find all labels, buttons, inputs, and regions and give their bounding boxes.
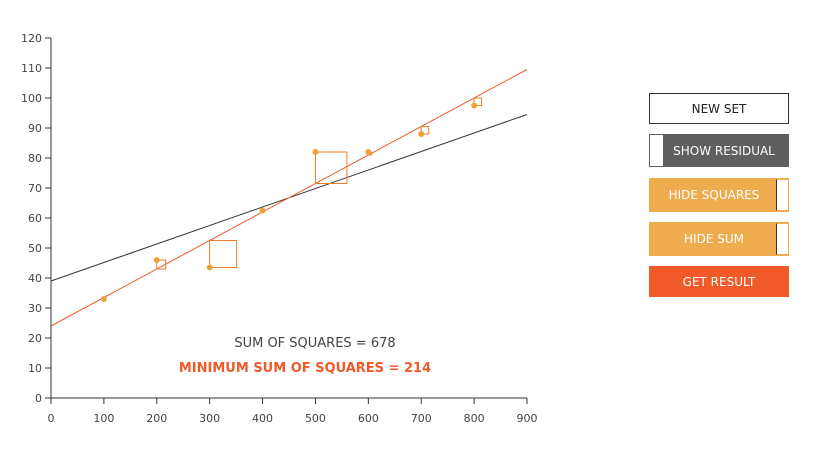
new-set-button[interactable]: NEW SET (649, 93, 789, 124)
y-tick-label: 80 (28, 152, 42, 165)
y-tick-label: 50 (28, 242, 42, 255)
data-point (259, 207, 266, 214)
residual-square (314, 151, 348, 184)
show-residual-button[interactable]: SHOW RESIDUAL (649, 134, 789, 167)
x-tick-label: 200 (146, 412, 167, 425)
minimum-sum-of-squares-label: MINIMUM SUM OF SQUARES = 214 (179, 361, 431, 376)
residual-squares-layer (103, 97, 483, 300)
residual-toggle-checkbox[interactable] (650, 135, 664, 166)
hide-squares-button[interactable]: HIDE SQUARES (649, 178, 789, 212)
hide-squares-label: HIDE SQUARES (668, 188, 760, 202)
get-result-button[interactable]: GET RESULT (649, 266, 789, 297)
new-set-label: NEW SET (691, 101, 747, 116)
data-point (471, 102, 478, 109)
get-result-label: GET RESULT (682, 274, 756, 289)
y-tick-label: 110 (21, 62, 42, 75)
y-tick-label: 100 (21, 92, 42, 105)
y-tick-label: 10 (28, 362, 42, 375)
fit-lines-layer (50, 69, 528, 327)
x-tick-label: 300 (199, 412, 220, 425)
best-fit-line (50, 69, 528, 327)
x-tick-label: 600 (358, 412, 379, 425)
residual-square (473, 97, 483, 106)
y-tick-label: 30 (28, 302, 42, 315)
data-point (418, 131, 425, 137)
data-point (153, 257, 160, 263)
y-tick-label: 60 (28, 212, 42, 225)
x-tick-label: 0 (48, 412, 55, 425)
y-tick-label: 90 (28, 122, 42, 135)
data-points-layer (100, 102, 478, 302)
data-point (206, 264, 213, 271)
axes-layer: 0 10 20 30 40 50 60 70 80 90 100 110 120 0 100 200 300 40… (21, 32, 538, 425)
y-tick-label: 0 (35, 392, 42, 405)
y-tick-label: 120 (21, 32, 42, 45)
residual-square (420, 126, 430, 135)
squares-toggle-checkbox[interactable] (776, 179, 788, 211)
x-tick-label: 500 (305, 412, 326, 425)
data-point (312, 149, 319, 155)
residual-square (156, 259, 167, 270)
x-tick-label: 800 (464, 412, 485, 425)
hide-sum-label: HIDE SUM (684, 232, 744, 246)
y-tick-label: 20 (28, 332, 42, 345)
y-tick-label: 40 (28, 272, 42, 285)
hide-sum-button[interactable]: HIDE SUM (649, 222, 789, 256)
sum-toggle-checkbox[interactable] (776, 223, 788, 255)
x-tick-label: 900 (517, 412, 538, 425)
sum-of-squares-label: SUM OF SQUARES = 678 (234, 336, 395, 351)
x-tick-label: 100 (93, 412, 114, 425)
x-tick-label: 400 (252, 412, 273, 425)
scatter-chart: 0 10 20 30 40 50 60 70 80 90 100 110 120 0 100 200 300 40… (21, 32, 538, 425)
show-residual-label: SHOW RESIDUAL (673, 143, 775, 158)
x-tick-label: 700 (411, 412, 432, 425)
y-tick-label: 70 (28, 182, 42, 195)
data-point (365, 149, 372, 155)
residual-square (209, 240, 238, 268)
data-point (100, 296, 107, 302)
